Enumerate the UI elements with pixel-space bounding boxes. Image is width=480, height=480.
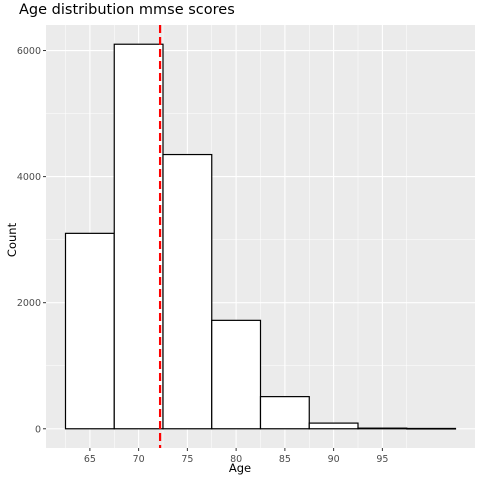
x-tick-label: 70 bbox=[133, 454, 145, 465]
chart-title: Age distribution mmse scores bbox=[19, 2, 235, 18]
histogram-bar bbox=[113, 43, 164, 430]
x-axis-label: Age bbox=[228, 461, 252, 475]
histogram-bar bbox=[357, 427, 408, 430]
histogram-bar bbox=[162, 153, 213, 430]
x-tick-label: 80 bbox=[230, 454, 242, 465]
x-tick-label: 90 bbox=[328, 454, 340, 465]
x-tick-label: 75 bbox=[181, 454, 193, 465]
histogram-bar bbox=[308, 422, 359, 430]
histogram-bar bbox=[259, 396, 310, 430]
x-tick-label: 95 bbox=[376, 454, 388, 465]
histogram-bar bbox=[406, 427, 457, 430]
histogram-bar bbox=[64, 232, 115, 430]
y-tick-label: 4000 bbox=[17, 172, 41, 183]
y-tick-label: 0 bbox=[35, 424, 41, 435]
y-tick-label: 6000 bbox=[17, 46, 41, 57]
y-tick-label: 2000 bbox=[17, 298, 41, 309]
histogram-bar bbox=[211, 319, 262, 430]
x-tick-label: 85 bbox=[279, 454, 291, 465]
y-axis-label: Count bbox=[5, 222, 19, 258]
x-tick-label: 65 bbox=[84, 454, 96, 465]
